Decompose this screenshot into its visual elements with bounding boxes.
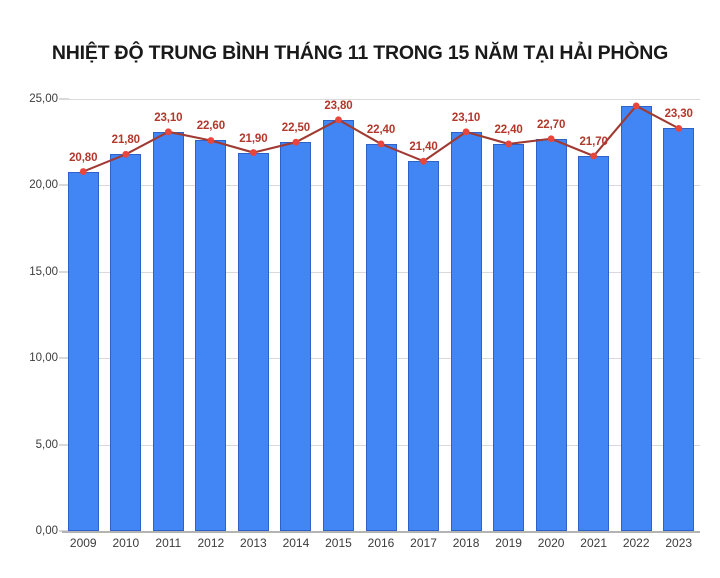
data-value-label: 21,40: [409, 141, 438, 154]
bar: [408, 161, 440, 531]
data-value-label: 22,40: [494, 123, 523, 136]
data-value-label: 22,40: [366, 123, 396, 136]
bar: [493, 143, 525, 531]
x-axis-tick-label: 2021: [580, 536, 608, 550]
data-value-label: 21,70: [579, 136, 608, 149]
x-axis-tick-label: 2014: [282, 536, 310, 550]
plot-area: 20,80 21,80 23,10 22,60 21,90 22,50 23,80 22,40…: [62, 99, 700, 533]
bar: [620, 105, 652, 531]
y-axis-tick-label: 20,00: [29, 179, 58, 192]
data-value-label: 23,10: [451, 111, 481, 124]
data-value-label: 23,80: [324, 99, 353, 112]
bar: [110, 154, 142, 531]
chart-title: NHIỆT ĐỘ TRUNG BÌNH THÁNG 11 TRONG 15 NĂ…: [51, 42, 669, 64]
bar: [535, 138, 567, 531]
data-value-label: 20,80: [69, 151, 98, 164]
x-axis-tick-label: 2015: [325, 536, 352, 550]
data-value-label: 21,80: [111, 134, 140, 147]
x-axis-line: [62, 531, 700, 533]
data-value-label: 23,10: [154, 111, 183, 124]
x-axis-tick-label: 2019: [495, 536, 522, 550]
bar: [663, 128, 695, 531]
x-axis-tick-label: 2012: [197, 536, 225, 550]
bar: [67, 171, 99, 531]
x-axis-tick-label: 2009: [69, 536, 97, 550]
x-axis-tick-label: 2023: [665, 536, 693, 550]
x-axis-tick-label: 2018: [452, 536, 480, 550]
y-axis-tick-label: 10,00: [29, 352, 58, 365]
x-axis-tick-label: 2011: [155, 536, 182, 550]
bar: [578, 156, 610, 531]
data-value-label: 21,90: [239, 132, 268, 145]
y-axis-tick-label: 25,00: [29, 93, 58, 105]
x-axis-tick-labels: 2009 2010 2011 2012 2013 2014 2015 2016 2017 2018…: [62, 536, 700, 560]
bar: [450, 131, 482, 531]
data-value-label: 22,50: [281, 122, 311, 135]
data-value-label: 22,60: [196, 120, 225, 133]
bar: [237, 152, 269, 531]
x-axis-tick-label: 2022: [622, 536, 650, 550]
x-axis-tick-label: 2017: [410, 536, 437, 550]
data-value-label: 23,30: [664, 108, 693, 121]
gridline: [62, 99, 700, 100]
x-axis-tick-label: 2013: [240, 536, 267, 550]
y-axis-tick-label: 15,00: [29, 265, 58, 278]
data-value-label: 22,70: [536, 118, 566, 131]
x-axis-tick-label: 2016: [367, 536, 395, 550]
x-axis-tick-label: 2010: [112, 536, 140, 550]
x-axis-tick-label: 2020: [537, 536, 565, 550]
bar: [322, 119, 354, 531]
y-axis-tick-labels: 0,00 5,00 10,00 15,00 20,00 25,00: [0, 93, 69, 537]
bar: [195, 140, 227, 531]
bar: [280, 142, 312, 531]
bar: [152, 131, 184, 531]
bar: [365, 143, 397, 531]
y-axis-tick-label: 5,00: [35, 438, 58, 451]
y-axis-tick-label: 0,00: [35, 525, 58, 537]
